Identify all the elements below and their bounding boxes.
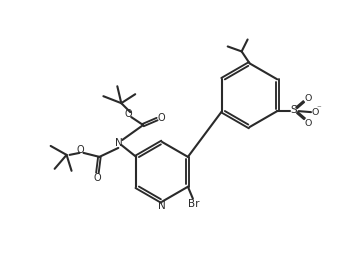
Text: O: O	[77, 145, 84, 155]
Text: O: O	[311, 108, 319, 117]
Text: O: O	[304, 94, 312, 103]
Text: O: O	[94, 173, 101, 183]
Text: N: N	[116, 138, 123, 148]
Text: O: O	[157, 113, 165, 123]
Text: N: N	[158, 201, 166, 211]
Text: Br: Br	[188, 199, 200, 209]
Text: O: O	[304, 119, 312, 128]
Text: S: S	[291, 105, 298, 115]
Text: ⁻: ⁻	[317, 105, 321, 114]
Text: O: O	[125, 109, 132, 119]
